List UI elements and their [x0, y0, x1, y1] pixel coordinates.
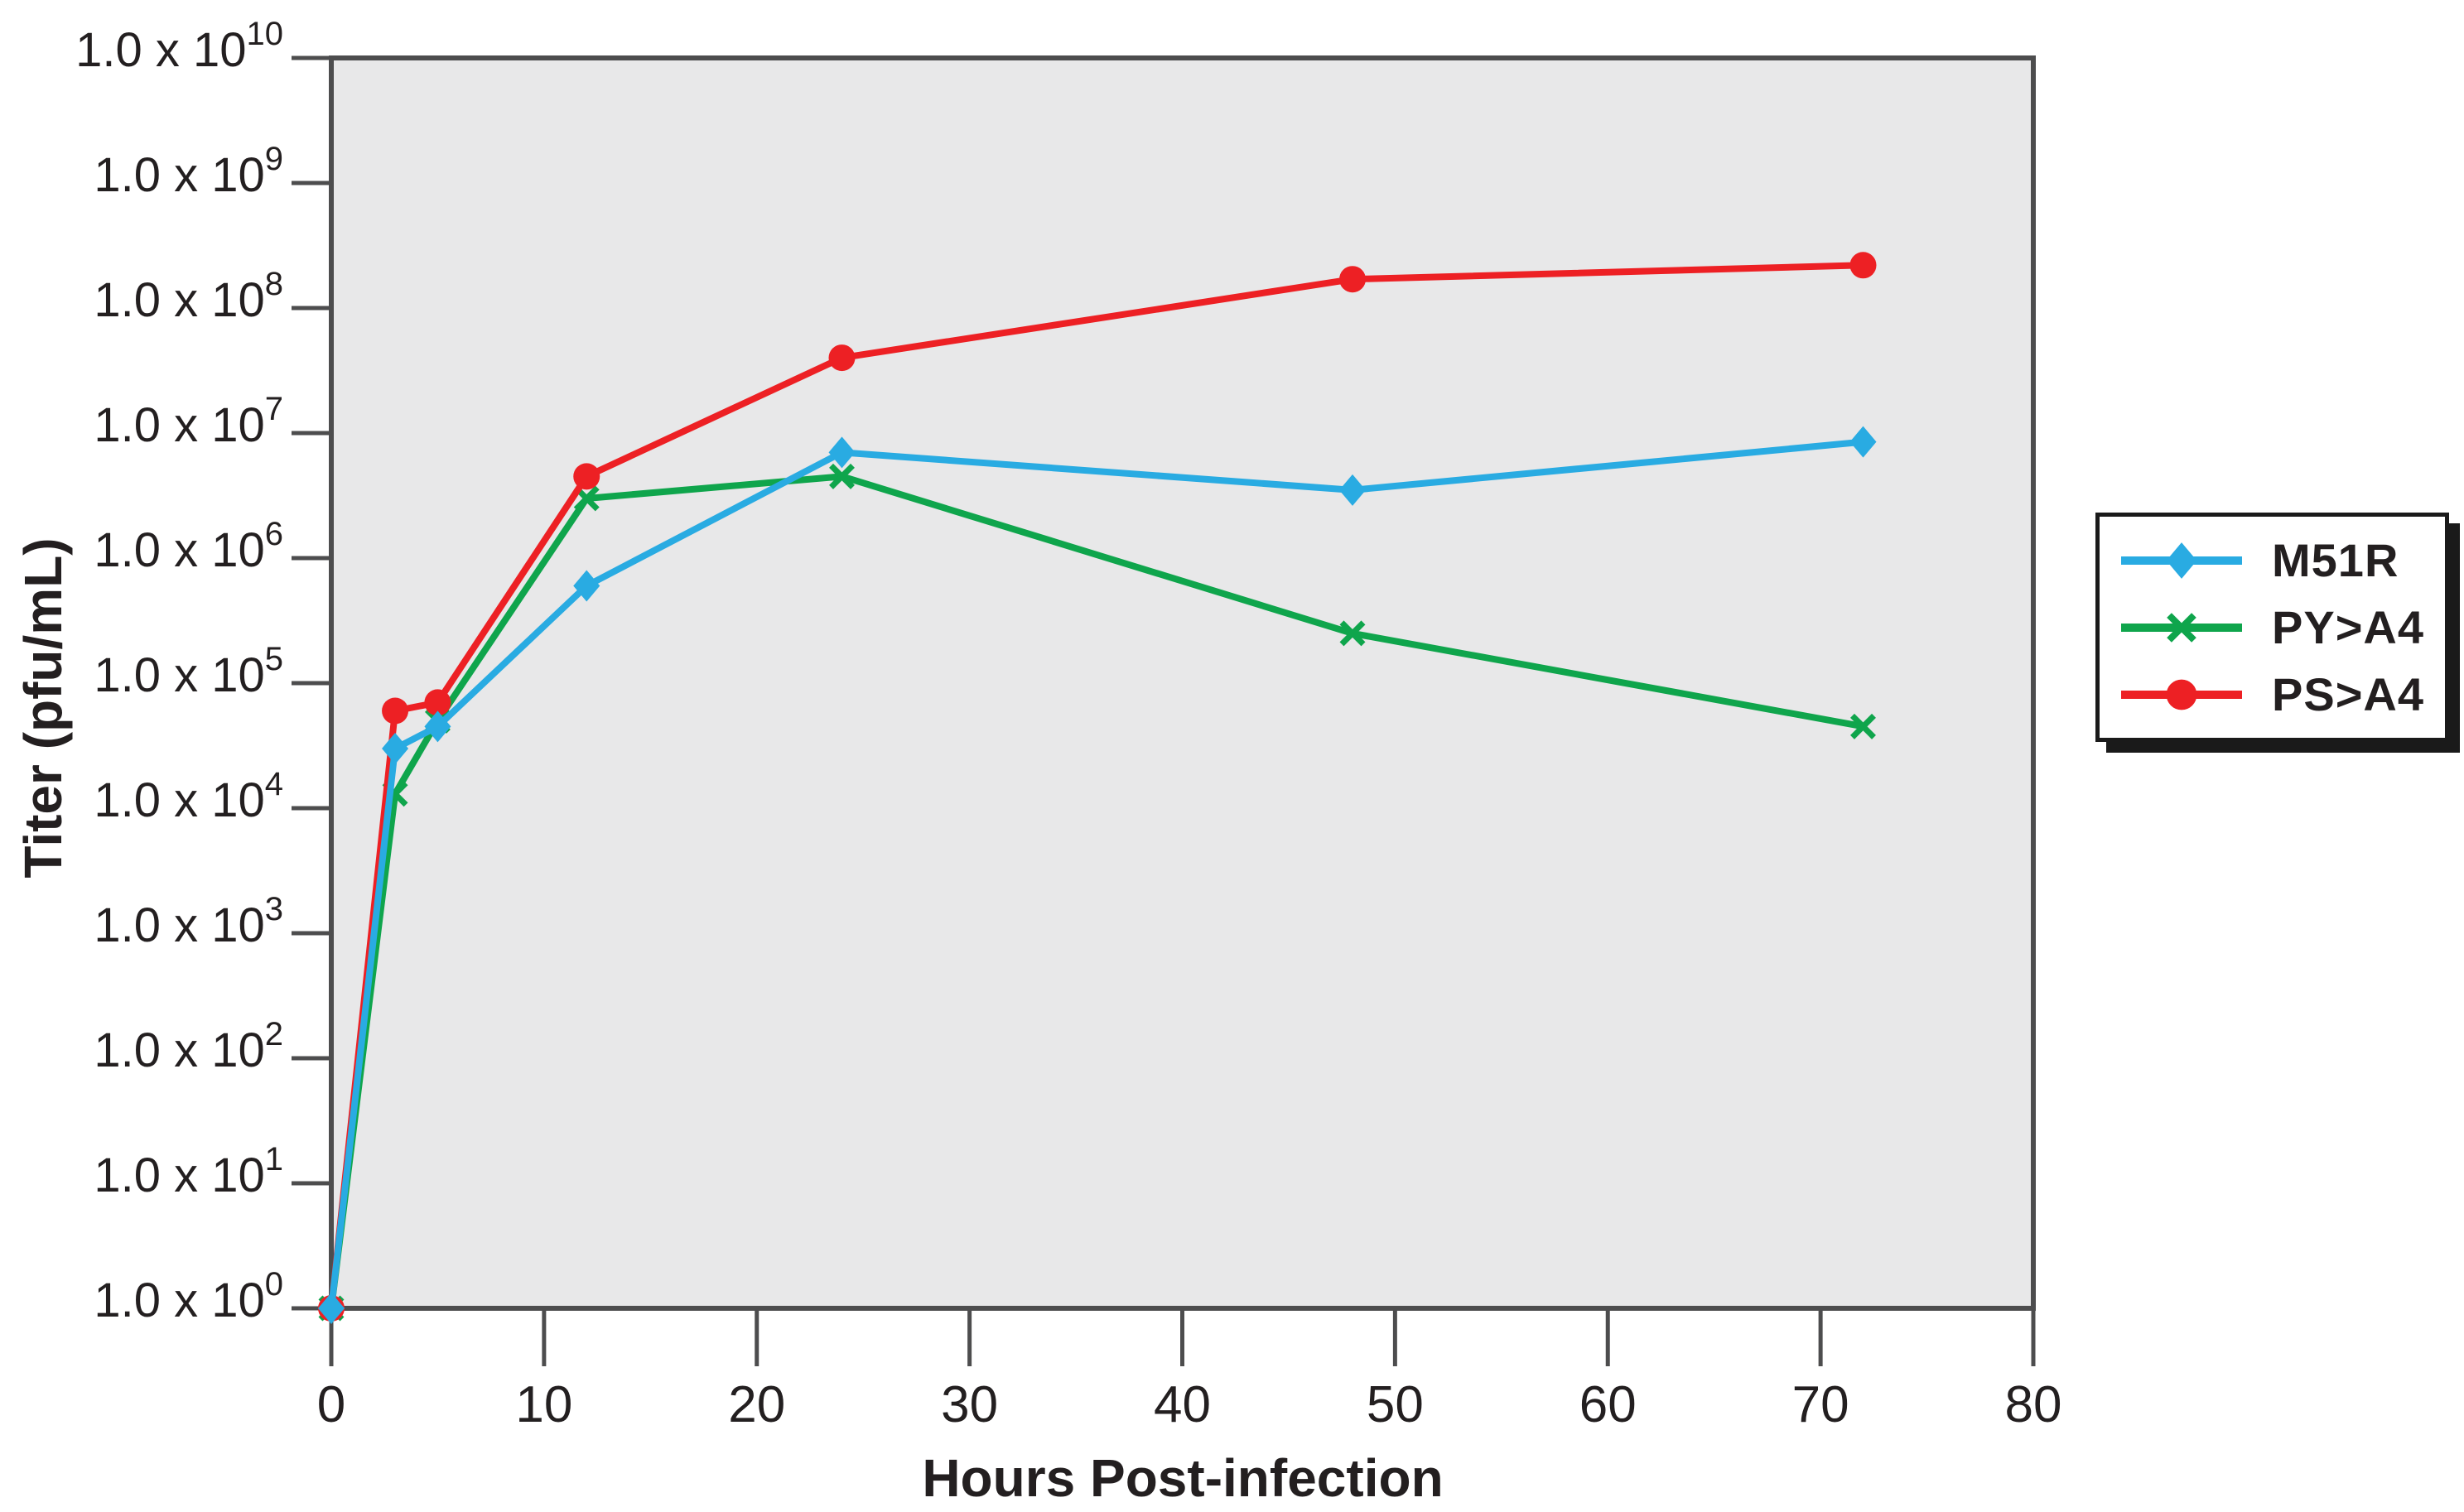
legend-sample-circle: [2121, 679, 2242, 710]
data-point-diamond: [1849, 426, 1877, 458]
data-point-circle: [382, 697, 409, 725]
x-axis-ticks: 0 10 20 30 40 50 60 70 80: [317, 1311, 2062, 1433]
y-tick-label: 1.0 x 105: [94, 641, 283, 702]
data-point-circle: [1849, 252, 1877, 279]
data-point-diamond: [2166, 542, 2197, 579]
x-tick-label: 40: [1154, 1376, 1211, 1433]
legend-label: M51R: [2272, 534, 2399, 586]
y-tick-label: 1.0 x 102: [94, 1016, 283, 1077]
data-point-circle: [424, 689, 451, 716]
x-tick-label: 70: [1792, 1376, 1849, 1433]
series-M51R: [318, 426, 1877, 1324]
legend-label: PS>A4: [2272, 668, 2424, 720]
y-tick-label: 1.0 x 106: [94, 516, 283, 577]
data-point-diamond: [424, 710, 451, 743]
y-tick-label: 1.0 x 103: [94, 891, 283, 952]
legend-item-M51R: M51R: [2118, 533, 2445, 587]
y-tick-label: 1.0 x 1010: [75, 16, 283, 77]
data-point-circle: [573, 463, 600, 490]
legend-sample-x: [2121, 612, 2242, 643]
legend-label: PY>A4: [2272, 601, 2424, 653]
series-PS>A4: [318, 252, 1877, 1322]
data-point-x: [829, 463, 855, 489]
data-point-diamond: [573, 570, 600, 602]
x-tick-label: 50: [1367, 1376, 1424, 1433]
y-tick-label: 1.0 x 101: [94, 1141, 283, 1202]
data-point-diamond: [1339, 474, 1366, 506]
legend-item-PY>A4: PY>A4: [2118, 600, 2445, 654]
data-point-x: [2167, 612, 2196, 643]
data-point-circle: [828, 344, 856, 372]
y-axis-title: Titer (pfu/mL): [13, 537, 73, 879]
data-point-x: [1850, 713, 1876, 739]
legend: M51R PY>A4 PS>A4: [2095, 513, 2449, 742]
y-tick-label: 1.0 x 107: [94, 391, 283, 452]
y-axis-ticks: 1.0 x 1010 1.0 x 109 1.0 x 108 1.0 x 107 1.0…: [75, 16, 331, 1327]
data-point-diamond: [828, 436, 856, 469]
legend-sample-diamond: [2121, 542, 2242, 579]
x-tick-label: 0: [317, 1376, 345, 1433]
data-point-x: [1339, 620, 1366, 647]
data-point-circle: [2166, 679, 2197, 710]
data-point-diamond: [318, 1293, 345, 1324]
y-tick-label: 1.0 x 109: [94, 141, 283, 202]
data-point-diamond: [382, 732, 409, 764]
y-tick-label: 1.0 x 100: [94, 1266, 283, 1327]
y-tick-label: 1.0 x 108: [94, 266, 283, 327]
x-tick-label: 30: [941, 1376, 998, 1433]
x-axis-title: Hours Post-infection: [922, 1448, 1444, 1508]
x-tick-label: 80: [2005, 1376, 2062, 1433]
x-tick-label: 20: [728, 1376, 785, 1433]
data-point-circle: [1339, 266, 1366, 293]
legend-item-PS>A4: PS>A4: [2118, 667, 2445, 721]
x-tick-label: 60: [1579, 1376, 1637, 1433]
plot-area: [329, 55, 2036, 1311]
x-tick-label: 10: [515, 1376, 572, 1433]
data-point-x: [573, 485, 600, 512]
y-tick-label: 1.0 x 104: [94, 766, 283, 827]
